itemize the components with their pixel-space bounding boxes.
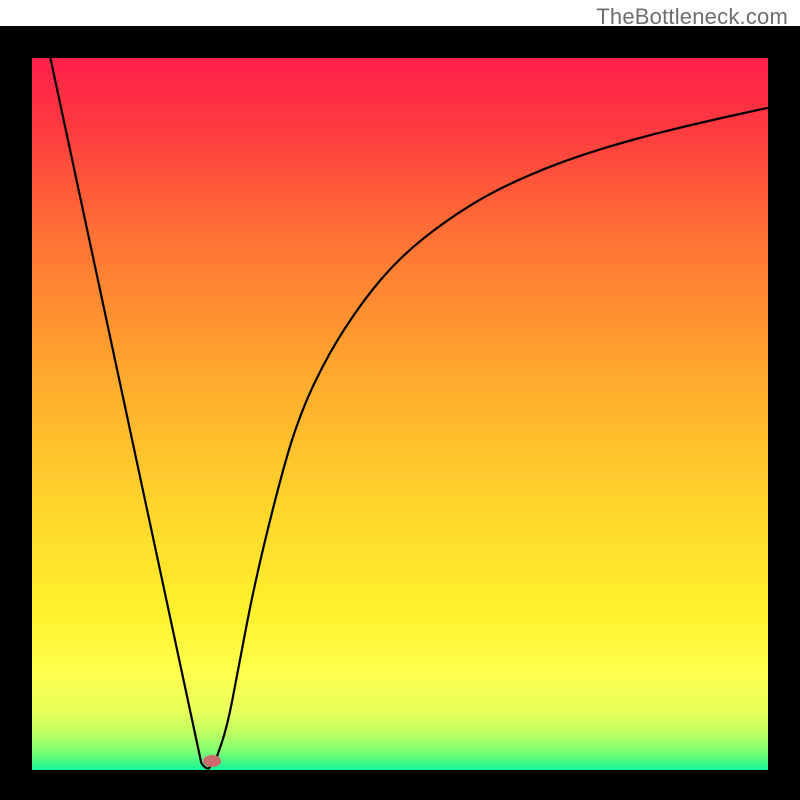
bottleneck-curve [32,58,768,770]
plot-area [32,58,768,770]
watermark-text: TheBottleneck.com [596,4,788,30]
curve-path [50,58,768,769]
plot-frame [0,26,800,800]
optimum-marker [203,755,221,767]
